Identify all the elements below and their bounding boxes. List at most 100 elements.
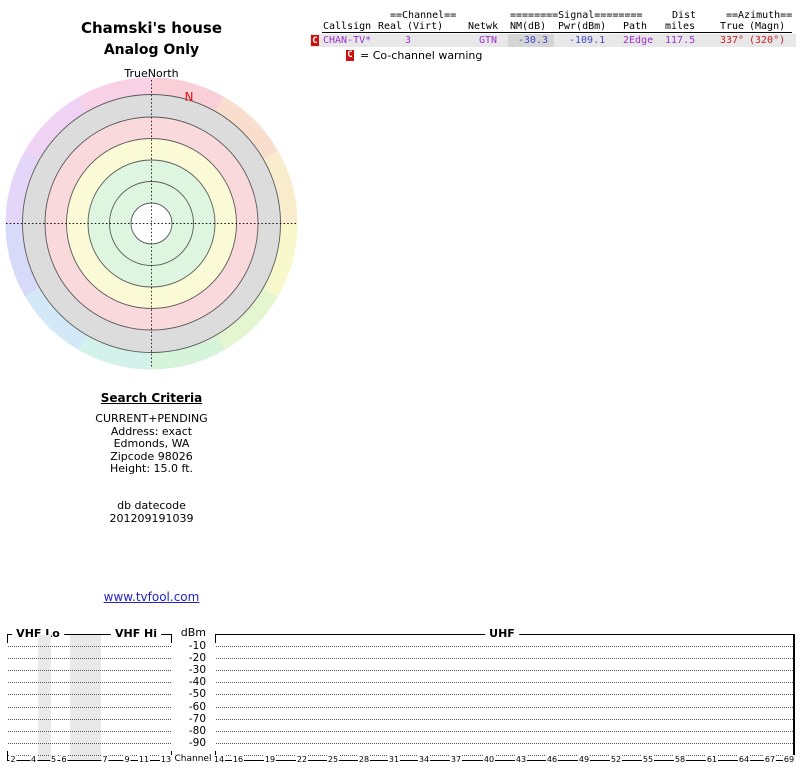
group-header-dist: Dist (672, 10, 697, 21)
channel-tick-label: 22 (295, 755, 309, 765)
tvfool-link[interactable]: www.tvfool.com (103, 590, 200, 604)
cell-nm: -30.3 (508, 34, 554, 47)
dbm-tick-label: -50 (188, 688, 206, 701)
col-callsign: Callsign (323, 21, 372, 32)
channel-axis-label: Channel (174, 754, 212, 764)
uhf-channel-axis (215, 760, 795, 761)
db-datecode-label: db datecode (117, 499, 186, 512)
cell-az-magn: (320°) (749, 35, 786, 46)
channel-tick-label: 69 (782, 755, 796, 765)
group-header-signal: ========Signal======== (510, 10, 643, 21)
vhf-channel-axis (7, 760, 172, 761)
co-channel-flag-badge: C (346, 50, 354, 61)
cell-path: 2Edge (623, 35, 654, 46)
gridline (216, 718, 793, 720)
panel-corner (7, 634, 8, 643)
col-az-magn: (Magn) (749, 21, 786, 32)
dbm-tick-label: -10 (188, 639, 206, 652)
col-nm: NM(dB) (510, 21, 547, 32)
channel-tick-label: 67 (763, 755, 777, 765)
channel-tick-label: 28 (357, 755, 371, 765)
north-marker: N (185, 90, 194, 104)
page-title: Chamski's house (81, 19, 222, 37)
channel-tick-label: 16 (231, 755, 245, 765)
cell-callsign: CHAN-TV* (323, 35, 372, 46)
channel-tick-label: 52 (609, 755, 623, 765)
radar-plot: N (5, 77, 298, 370)
channel-tick-label: 64 (737, 755, 751, 765)
channel-tick-label: 31 (387, 755, 401, 765)
col-netwk: Netwk (468, 21, 499, 32)
channel-tick-label: 40 (482, 755, 496, 765)
search-criteria-line: Edmonds, WA (113, 437, 190, 450)
gridline (8, 669, 171, 671)
gridline (216, 730, 793, 732)
channel-tick-label: 6 (60, 755, 68, 765)
table-group-header-row: ==Channel== ========Signal======== Dist … (310, 10, 796, 22)
group-header-channel: ==Channel== (390, 10, 457, 21)
gridline (8, 682, 171, 684)
station-table: ==Channel== ========Signal======== Dist … (310, 8, 798, 72)
table-column-header-row: Callsign Real (Virt) Netwk NM(dB) Pwr(dB… (310, 21, 796, 33)
channel-tick-label: 43 (514, 755, 528, 765)
channel-tick-label: 55 (641, 755, 655, 765)
dbm-tick-label: -70 (188, 712, 206, 725)
channel-tick-label: 34 (417, 755, 431, 765)
channel-tick-label: 9 (123, 755, 131, 765)
channel-tick-label: 2 (9, 755, 17, 765)
gridline (8, 743, 171, 745)
gridline (8, 657, 171, 659)
gridline (216, 645, 793, 647)
dbm-tick-label: -30 (188, 663, 206, 676)
gridline (8, 730, 171, 732)
gridline (216, 657, 793, 659)
uhf-band-label: UHF (485, 627, 519, 640)
dbm-tick-label: -40 (188, 676, 206, 689)
col-path: Path (623, 21, 648, 32)
panel-corner (215, 634, 216, 643)
panel-corner (7, 751, 8, 760)
col-pwr: Pwr(dBm) (558, 21, 607, 32)
gridline (216, 669, 793, 671)
search-criteria-list: CURRENT+PENDING Address: exact Edmonds, … (0, 412, 303, 476)
col-az-true: True (720, 21, 745, 32)
vhf-panel-top-border (7, 634, 172, 635)
non-tv-spectrum-band (38, 635, 51, 760)
channel-tick-label: 13 (159, 755, 173, 765)
search-criteria-line: Address: exact (110, 424, 193, 438)
channel-tick-label: 5 (49, 755, 58, 765)
cell-netwk: GTN (479, 35, 498, 46)
db-datecode-value: 201209191039 (109, 511, 194, 525)
channel-tick-label: 25 (326, 755, 340, 765)
gridline (8, 706, 171, 708)
cell-miles: 117.5 (665, 35, 696, 46)
co-channel-legend: C = Co-channel warning (310, 49, 796, 62)
vhf-hi-band-label: VHF Hi (110, 627, 162, 640)
group-header-azimuth: ==Azimuth== (726, 10, 793, 21)
true-north-label: TrueNorth (124, 67, 179, 80)
search-criteria-line: CURRENT+PENDING (95, 412, 208, 425)
cell-az-true: 337° (720, 35, 745, 46)
dbm-tick-label: -80 (188, 724, 206, 737)
channel-tick-label: 19 (263, 755, 277, 765)
gridline (8, 694, 171, 696)
search-criteria-heading: Search Criteria (100, 391, 203, 405)
channel-tick-label: 58 (673, 755, 687, 765)
channel-tick-label: 14 (212, 755, 226, 765)
dbm-axis-label: dBm (180, 626, 206, 639)
gridline (216, 682, 793, 684)
channel-tick-label: 7 (101, 755, 109, 765)
uhf-panel-right-border (793, 634, 795, 761)
gridline (8, 645, 171, 647)
channel-tick-label: 61 (705, 755, 719, 765)
table-header-underline (322, 32, 792, 33)
gridline (216, 706, 793, 708)
co-channel-legend-text: = Co-channel warning (360, 49, 483, 62)
cell-pwr: -109.1 (569, 35, 606, 46)
channel-tick-label: 46 (545, 755, 559, 765)
page-subtitle: Analog Only (103, 42, 200, 58)
dbm-tick-label: -60 (188, 700, 206, 713)
panel-corner (171, 634, 172, 643)
cell-real: 3 (405, 35, 412, 46)
